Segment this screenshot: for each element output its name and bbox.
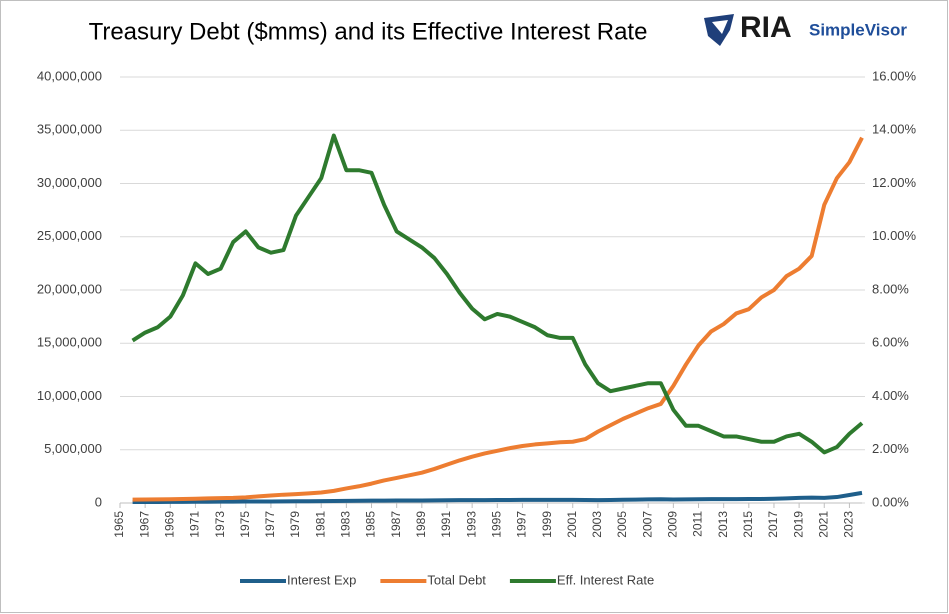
x-tick-label: 1983 xyxy=(339,511,353,538)
x-tick-label: 1981 xyxy=(313,511,327,538)
x-tick-label: 1971 xyxy=(188,511,202,538)
x-tick-label: 2023 xyxy=(842,511,856,538)
x-tick-label: 1969 xyxy=(162,511,176,538)
x-tick-label: 1967 xyxy=(137,511,151,538)
y-tick-label: 30,000,000 xyxy=(37,175,102,190)
x-tick-label: 1977 xyxy=(263,511,277,538)
y-tick-label: 5,000,000 xyxy=(44,441,102,456)
x-tick-label: 2019 xyxy=(791,511,805,538)
series-line xyxy=(132,136,864,502)
x-tick-label: 2011 xyxy=(691,511,705,537)
y2-tick-label: 0.00% xyxy=(872,494,909,509)
x-tick-label: 2003 xyxy=(590,511,604,538)
y2-tick-label: 4.00% xyxy=(872,388,909,403)
brand-sub: SimpleVisor xyxy=(809,20,907,39)
y2-tick-label: 10.00% xyxy=(872,228,917,243)
x-tick-label: 1989 xyxy=(414,511,428,538)
y-tick-label: 0 xyxy=(95,494,102,509)
series-line xyxy=(131,133,864,455)
x-tick-label: 1997 xyxy=(515,511,529,538)
x-tick-label: 1993 xyxy=(464,511,478,538)
x-tick-label: 2021 xyxy=(816,511,830,538)
y2-tick-label: 12.00% xyxy=(872,175,917,190)
logo-emblem-inner xyxy=(712,20,728,34)
series-line xyxy=(132,490,863,505)
x-tick-label: 2017 xyxy=(766,511,780,538)
y-tick-label: 15,000,000 xyxy=(37,335,102,350)
x-tick-label: 1979 xyxy=(288,511,302,538)
x-tick-label: 1973 xyxy=(213,511,227,538)
x-tick-label: 1991 xyxy=(439,511,453,538)
y2-tick-label: 6.00% xyxy=(872,335,909,350)
chart-title: Treasury Debt ($mms) and its Effective I… xyxy=(89,18,648,45)
y2-tick-label: 14.00% xyxy=(872,122,917,137)
y-tick-label: 10,000,000 xyxy=(37,388,102,403)
legend-label: Interest Exp xyxy=(287,572,356,587)
legend-label: Eff. Interest Rate xyxy=(557,572,654,587)
y-tick-label: 20,000,000 xyxy=(37,281,102,296)
logo: RIA SimpleVisor xyxy=(704,11,907,46)
x-tick-label: 1985 xyxy=(364,511,378,538)
x-tick-label: 2001 xyxy=(565,511,579,538)
x-tick-label: 1987 xyxy=(389,511,403,538)
y-tick-label: 40,000,000 xyxy=(37,68,102,83)
x-tick-label: 1965 xyxy=(112,511,126,538)
x-tick-label: 2013 xyxy=(716,511,730,538)
x-tick-label: 2005 xyxy=(615,511,629,538)
brand: RIA xyxy=(740,11,792,44)
y2-tick-label: 16.00% xyxy=(872,68,917,83)
x-tick-label: 1975 xyxy=(238,511,252,538)
x-tick-label: 2015 xyxy=(741,511,755,538)
x-tick-label: 2009 xyxy=(666,511,680,538)
y-tick-label: 35,000,000 xyxy=(37,122,102,137)
y2-tick-label: 2.00% xyxy=(872,441,909,456)
x-tick-label: 1995 xyxy=(489,511,503,538)
legend-label: Total Debt xyxy=(427,572,486,587)
y-tick-label: 25,000,000 xyxy=(37,228,102,243)
y2-tick-label: 8.00% xyxy=(872,281,909,296)
x-tick-label: 2007 xyxy=(640,511,654,538)
x-tick-label: 1999 xyxy=(540,511,554,538)
